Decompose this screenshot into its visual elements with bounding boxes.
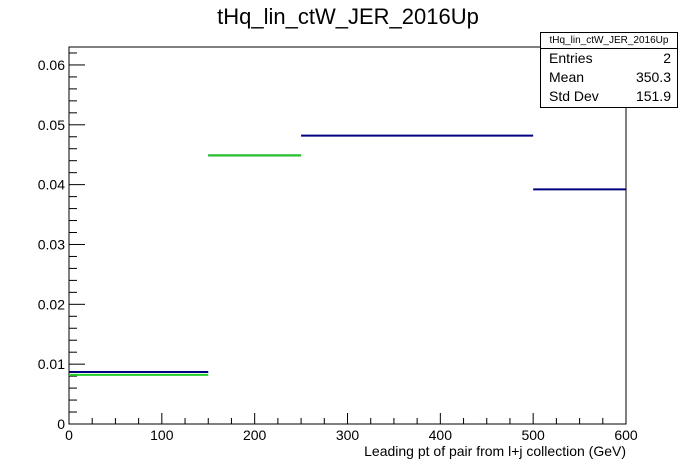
x-tick-label: 300 (336, 427, 360, 443)
y-tick-label: 0.05 (38, 117, 65, 133)
stats-label: Mean (549, 69, 585, 85)
axis-ticks: 0 100 200 300 400 500 600 0 0.01 0.02 0.03 0.04 0.05… (38, 52, 638, 443)
x-tick-label: 600 (614, 427, 638, 443)
y-tick-label: 0.01 (38, 356, 65, 372)
stats-label: Entries (549, 50, 593, 66)
x-tick-label: 100 (150, 427, 174, 443)
y-tick-label: 0.02 (38, 296, 65, 312)
y-tick-label: 0.03 (38, 236, 65, 252)
stats-row-mean: Mean 350.3 (541, 68, 677, 87)
y-tick-label: 0 (57, 416, 65, 432)
stats-label: Std Dev (549, 88, 599, 104)
y-tick-label: 0.06 (38, 57, 65, 73)
stats-row-std-dev: Std Dev 151.9 (541, 87, 677, 106)
x-tick-label: 500 (521, 427, 545, 443)
stats-value: 350.3 (635, 69, 671, 85)
stats-row-entries: Entries 2 (541, 49, 677, 68)
y-tick-label: 0.04 (38, 177, 65, 193)
chart-title: tHq_lin_ctW_JER_2016Up (217, 4, 479, 29)
stats-title: tHq_lin_ctW_JER_2016Up (541, 33, 677, 49)
stats-value: 151.9 (635, 88, 671, 104)
x-tick-label: 400 (429, 427, 453, 443)
x-tick-label: 0 (65, 427, 73, 443)
histogram-bins (69, 134, 626, 376)
x-axis-label: Leading pt of pair from l+j collection (… (364, 443, 626, 459)
stats-box: tHq_lin_ctW_JER_2016Up Entries 2 Mean 35… (540, 32, 678, 108)
x-tick-label: 200 (243, 427, 267, 443)
stats-value: 2 (663, 50, 671, 66)
